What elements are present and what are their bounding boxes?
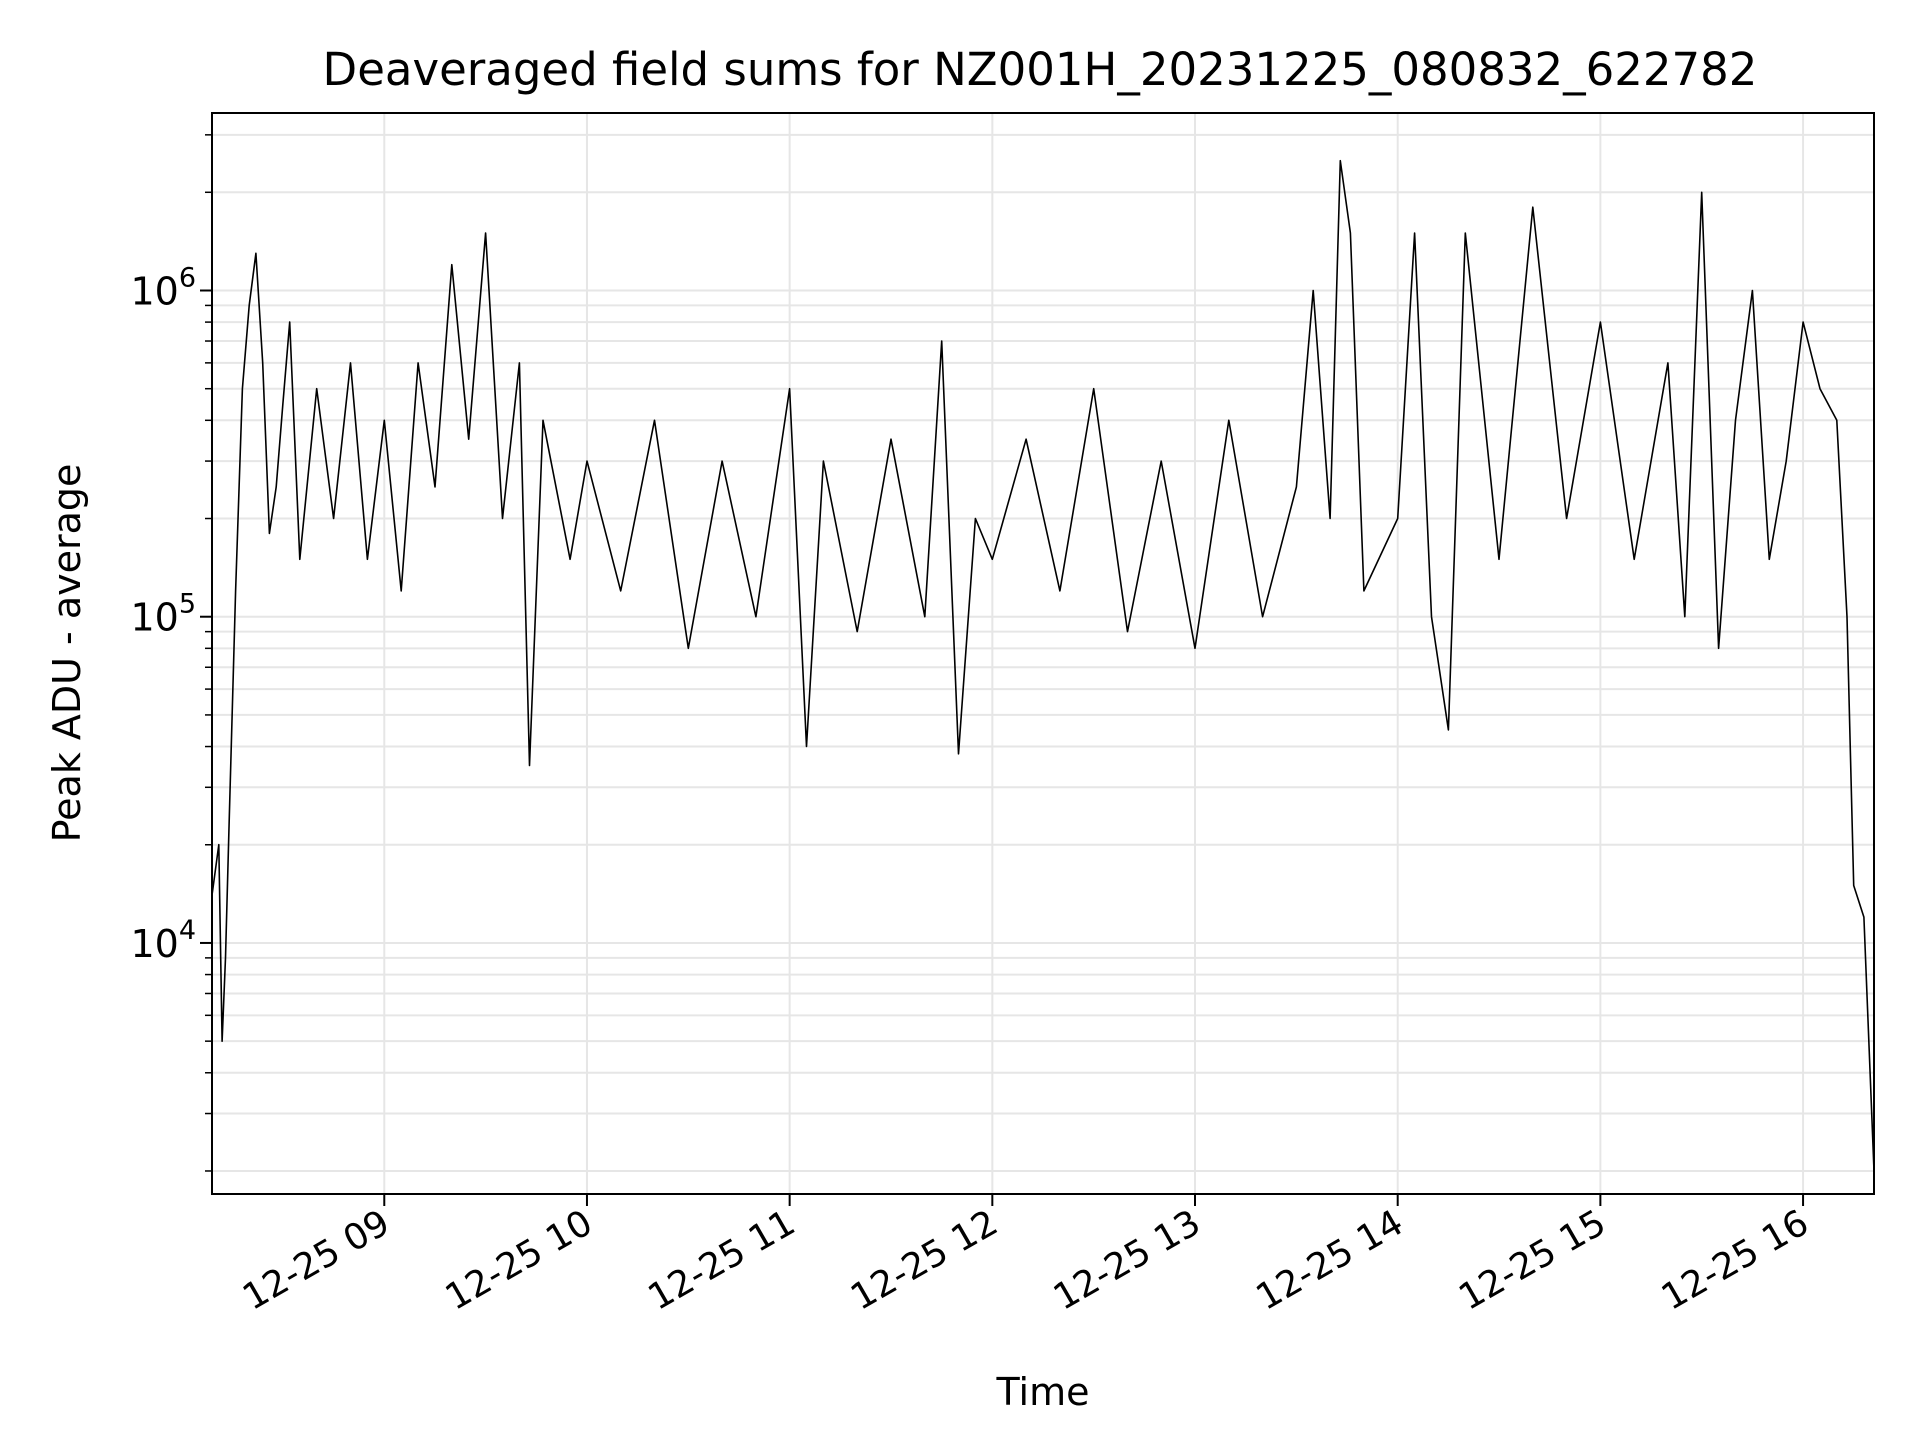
y-tick-label: 104 [130, 915, 196, 966]
grid [212, 113, 1874, 1194]
y-tick-label: 105 [130, 589, 196, 640]
y-axis-label: Peak ADU - average [45, 464, 89, 843]
plot-frame [211, 112, 1875, 1195]
y-axis: 104 105 106 [130, 134, 212, 1172]
y-tick-label: 106 [130, 262, 196, 313]
x-axis-label: Time [996, 1370, 1090, 1414]
series-line [211, 159, 1875, 1172]
chart-title: Deaveraged field sums for NZ001H_2023122… [323, 43, 1758, 96]
